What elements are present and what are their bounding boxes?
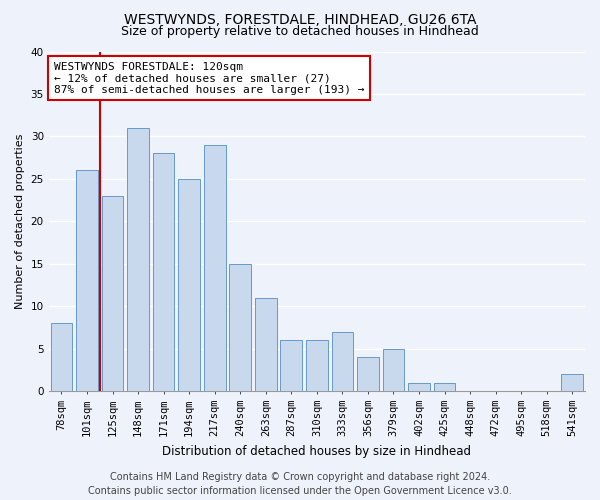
Bar (434, 382, 455, 391)
Bar (383, 348, 404, 391)
Bar (408, 382, 430, 391)
X-axis label: Distribution of detached houses by size in Hindhead: Distribution of detached houses by size … (163, 444, 472, 458)
Bar (178, 179, 200, 391)
Text: WESTWYNDS FORESTDALE: 120sqm
← 12% of detached houses are smaller (27)
87% of se: WESTWYNDS FORESTDALE: 120sqm ← 12% of de… (54, 62, 365, 95)
Bar (332, 332, 353, 391)
Bar (562, 374, 583, 391)
Bar (280, 340, 302, 391)
Bar (357, 357, 379, 391)
Text: WESTWYNDS, FORESTDALE, HINDHEAD, GU26 6TA: WESTWYNDS, FORESTDALE, HINDHEAD, GU26 6T… (124, 12, 476, 26)
Bar (306, 340, 328, 391)
Y-axis label: Number of detached properties: Number of detached properties (15, 134, 25, 309)
Bar (255, 298, 277, 391)
Bar (153, 154, 175, 391)
Bar (76, 170, 98, 391)
Bar (204, 145, 226, 391)
Text: Size of property relative to detached houses in Hindhead: Size of property relative to detached ho… (121, 25, 479, 38)
Bar (101, 196, 124, 391)
Bar (50, 323, 72, 391)
Bar (229, 264, 251, 391)
Text: Contains HM Land Registry data © Crown copyright and database right 2024.
Contai: Contains HM Land Registry data © Crown c… (88, 472, 512, 496)
Bar (127, 128, 149, 391)
